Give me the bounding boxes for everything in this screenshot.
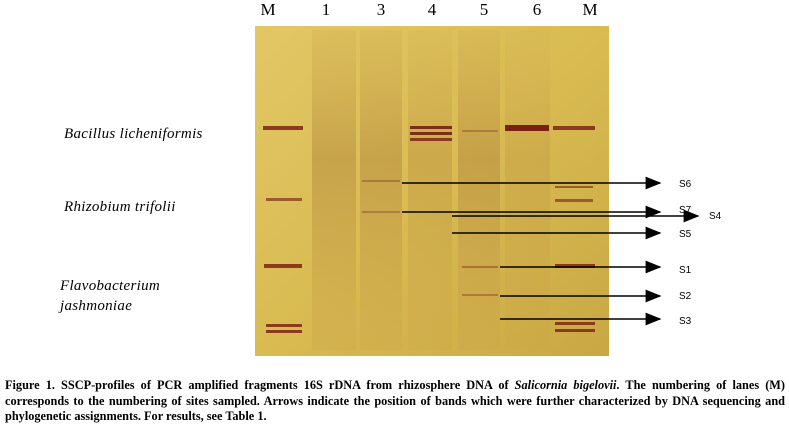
sample-band [410,132,452,135]
sample-band [462,294,498,296]
lane-label-6: 6 [532,0,542,19]
caption-part1: Figure 1. SSCP-profiles of PCR amplified… [5,378,515,392]
sample-band [462,130,498,132]
sscp-figure: M 1 3 4 5 6 M Bacillus licheniformis Rhi… [60,0,722,356]
marker-band [555,322,595,325]
sample-band [362,180,400,182]
lane-6-smear [505,30,550,350]
lane-label-1: 1 [321,0,331,19]
caption-species: Salicornia bigelovii [514,378,617,392]
arrow-label-s2: S2 [679,291,692,302]
lane-label-m-right: M [582,0,598,19]
lane-label-5: 5 [479,0,489,19]
marker-band [555,264,595,268]
species-flavobacterium: Flavobacterium [60,278,161,294]
species-bacillus: Bacillus licheniformis [64,126,203,142]
marker-band [264,264,302,268]
sample-band [462,266,498,268]
lane-5-smear [458,30,500,350]
species-jashmoniae: jashmoniae [60,298,133,314]
arrow-label-s4: S4 [709,211,722,222]
arrow-label-s3: S3 [679,316,692,327]
lane-4-smear [408,30,452,350]
marker-band [263,126,303,130]
lane-3-smear [360,30,402,350]
sample-band [410,138,452,141]
species-rhizobium: Rhizobium trifolii [64,199,176,215]
marker-band [555,186,593,188]
gel-image [255,26,700,356]
marker-band [266,198,302,201]
marker-band [555,199,593,202]
marker-band [553,126,595,130]
lane-1-smear [312,30,356,350]
figure-caption: Figure 1. SSCP-profiles of PCR amplified… [5,378,785,425]
lane-label-3: 3 [376,0,386,19]
arrow-label-s6: S6 [679,179,692,190]
lane-label-4: 4 [427,0,437,19]
sample-band [505,125,549,131]
lane-label-m-left: M [260,0,276,19]
arrow-label-s7: S7 [679,205,692,216]
arrow-label-s1: S1 [679,265,692,276]
marker-band [266,330,302,333]
arrow-label-s5: S5 [679,229,692,240]
sample-band [362,211,400,213]
marker-band [555,329,595,332]
sample-band [410,126,452,129]
marker-band [266,324,302,327]
caption-part2: . The numbering of lanes (M) corresponds… [5,378,786,423]
